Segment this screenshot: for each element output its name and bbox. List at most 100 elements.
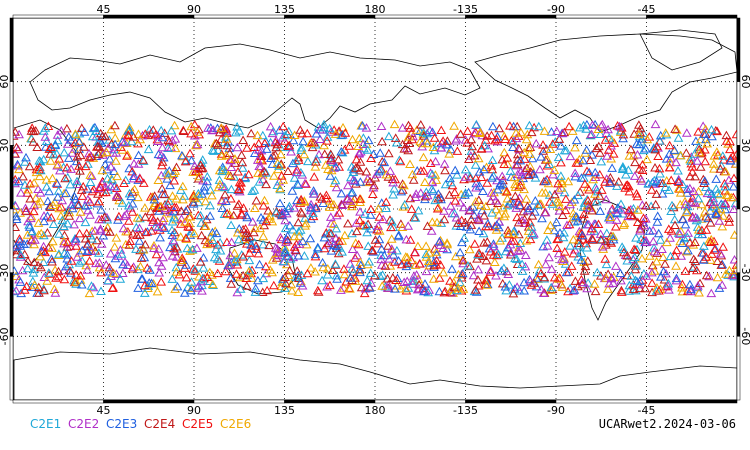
observation-marker	[471, 182, 481, 192]
observation-marker	[98, 230, 109, 240]
observation-marker	[355, 194, 365, 203]
observation-marker	[170, 134, 181, 143]
observation-marker	[487, 155, 498, 164]
observation-marker	[308, 186, 319, 195]
observation-marker	[649, 175, 660, 185]
scale-bar-segment	[736, 145, 741, 210]
observation-marker	[220, 189, 230, 199]
observation-marker	[636, 234, 646, 244]
observation-marker	[709, 164, 719, 173]
observation-marker	[83, 194, 93, 204]
observation-marker	[687, 213, 698, 222]
observation-marker	[630, 285, 641, 295]
observation-marker	[15, 252, 26, 261]
observation-marker	[391, 275, 401, 284]
observation-marker	[629, 244, 639, 253]
observation-marker	[724, 213, 734, 222]
observation-marker	[258, 231, 269, 241]
observation-marker	[289, 173, 300, 182]
observation-marker	[226, 237, 237, 246]
observation-marker	[399, 277, 410, 286]
observation-marker	[126, 191, 136, 201]
observation-marker	[134, 236, 145, 245]
observation-marker	[405, 193, 416, 203]
observation-marker	[247, 186, 258, 195]
observation-marker	[289, 231, 300, 241]
observation-marker	[717, 151, 728, 160]
observation-marker	[477, 205, 488, 215]
observation-marker	[407, 169, 418, 179]
observation-marker	[284, 265, 295, 275]
observation-marker	[628, 284, 639, 294]
observation-marker	[467, 141, 478, 151]
observation-marker	[365, 268, 376, 277]
observation-marker	[728, 151, 737, 160]
observation-marker	[132, 213, 143, 222]
observation-marker	[188, 264, 199, 273]
observation-marker	[171, 241, 182, 251]
observation-marker	[729, 173, 737, 182]
observation-marker	[157, 142, 168, 152]
observation-marker	[706, 288, 717, 298]
bottom-lon-tick-label: 90	[187, 404, 201, 417]
observation-marker	[171, 214, 181, 224]
observation-marker	[344, 141, 355, 150]
observation-marker	[546, 127, 557, 136]
observation-marker	[584, 167, 595, 177]
observation-marker	[714, 216, 725, 225]
observation-marker	[319, 122, 329, 132]
observation-marker	[80, 233, 91, 243]
observation-marker	[140, 129, 151, 138]
observation-marker	[258, 273, 269, 283]
observation-marker	[293, 226, 304, 236]
observation-marker	[226, 220, 236, 229]
observation-marker	[294, 231, 304, 241]
observation-marker	[427, 177, 438, 186]
observation-marker	[720, 185, 731, 195]
observation-marker	[396, 259, 407, 269]
observation-marker	[543, 178, 554, 188]
observation-marker	[270, 243, 281, 252]
observation-marker	[654, 136, 665, 145]
observation-marker	[447, 264, 457, 273]
observation-marker	[729, 269, 737, 279]
observation-marker	[408, 175, 419, 184]
observation-marker	[436, 194, 446, 204]
observation-marker	[330, 129, 341, 138]
observation-marker	[445, 201, 456, 210]
observation-marker	[529, 228, 539, 238]
observation-marker	[683, 228, 693, 237]
observation-marker	[579, 209, 589, 219]
observation-marker	[186, 277, 197, 286]
observation-marker	[246, 240, 256, 249]
observation-marker	[355, 157, 366, 166]
observation-marker	[231, 269, 242, 278]
observation-marker	[553, 274, 564, 283]
observation-marker	[502, 153, 513, 162]
observation-marker	[177, 150, 187, 160]
observation-marker	[289, 203, 300, 212]
observation-marker	[153, 149, 164, 159]
observation-marker	[414, 258, 425, 268]
observation-marker	[537, 187, 547, 197]
observation-marker	[377, 136, 387, 146]
observation-marker	[434, 236, 445, 246]
observation-marker	[145, 265, 155, 274]
observation-marker	[355, 267, 365, 277]
observation-marker	[647, 278, 657, 287]
observation-marker	[460, 164, 471, 174]
observation-marker	[265, 121, 276, 131]
observation-marker	[276, 171, 287, 180]
observation-marker	[661, 268, 671, 278]
observation-marker	[697, 225, 707, 234]
observation-marker	[515, 180, 526, 190]
observation-marker	[458, 255, 468, 265]
observation-marker	[403, 131, 414, 141]
observation-marker	[427, 127, 438, 136]
observation-marker	[119, 178, 129, 187]
observation-marker	[503, 228, 514, 238]
observation-marker	[557, 128, 568, 138]
observation-marker	[510, 253, 520, 263]
observation-marker	[606, 153, 617, 163]
observation-marker	[72, 252, 83, 261]
